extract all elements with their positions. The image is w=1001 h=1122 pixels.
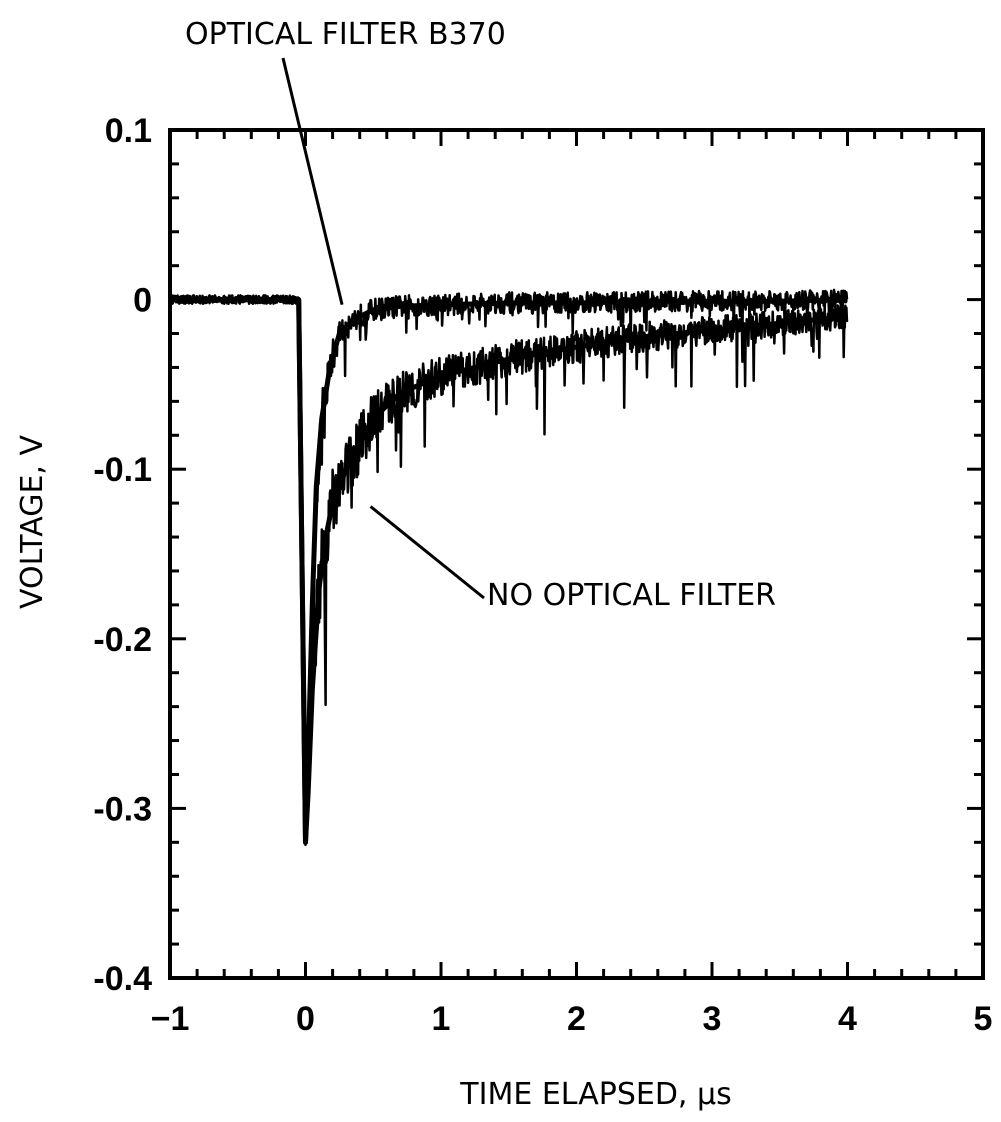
axis-tick-labels: −1 0 1 2 3 4 5 0.1 0 -0.1 -0.2 -0.3 -0.4 (93, 112, 992, 1038)
x-tick-label: 3 (703, 1000, 722, 1038)
y-axis-title: VOLTAGE, V (15, 435, 50, 609)
data-traces (168, 288, 849, 847)
x-axis-title: TIME ELAPSED, μs (459, 1077, 731, 1112)
axis-ticks (170, 130, 983, 978)
x-tick-label: 5 (974, 1000, 993, 1038)
annotation-leader-b370 (281, 57, 344, 306)
x-tick-label: 2 (567, 1000, 586, 1038)
series-2-noise (169, 294, 849, 838)
x-tick-label: 1 (432, 1000, 451, 1038)
y-tick-label: -0.4 (93, 960, 152, 998)
y-tick-label: -0.1 (93, 451, 152, 489)
plot-frame (168, 128, 985, 980)
x-tick-label: −1 (151, 1000, 190, 1038)
y-tick-label: -0.3 (93, 790, 152, 828)
annotation-leader-no-filter (369, 505, 485, 600)
x-tick-label: 0 (296, 1000, 315, 1038)
annotation-optical-filter-b370: OPTICAL FILTER B370 (185, 17, 506, 52)
y-tick-label: -0.2 (93, 621, 152, 659)
x-tick-label: 4 (838, 1000, 857, 1038)
y-tick-label: 0.1 (105, 112, 152, 150)
annotation-no-optical-filter: NO OPTICAL FILTER (487, 578, 776, 613)
annotations: OPTICAL FILTER B370 NO OPTICAL FILTER (185, 17, 776, 613)
y-tick-label: 0 (133, 282, 152, 320)
